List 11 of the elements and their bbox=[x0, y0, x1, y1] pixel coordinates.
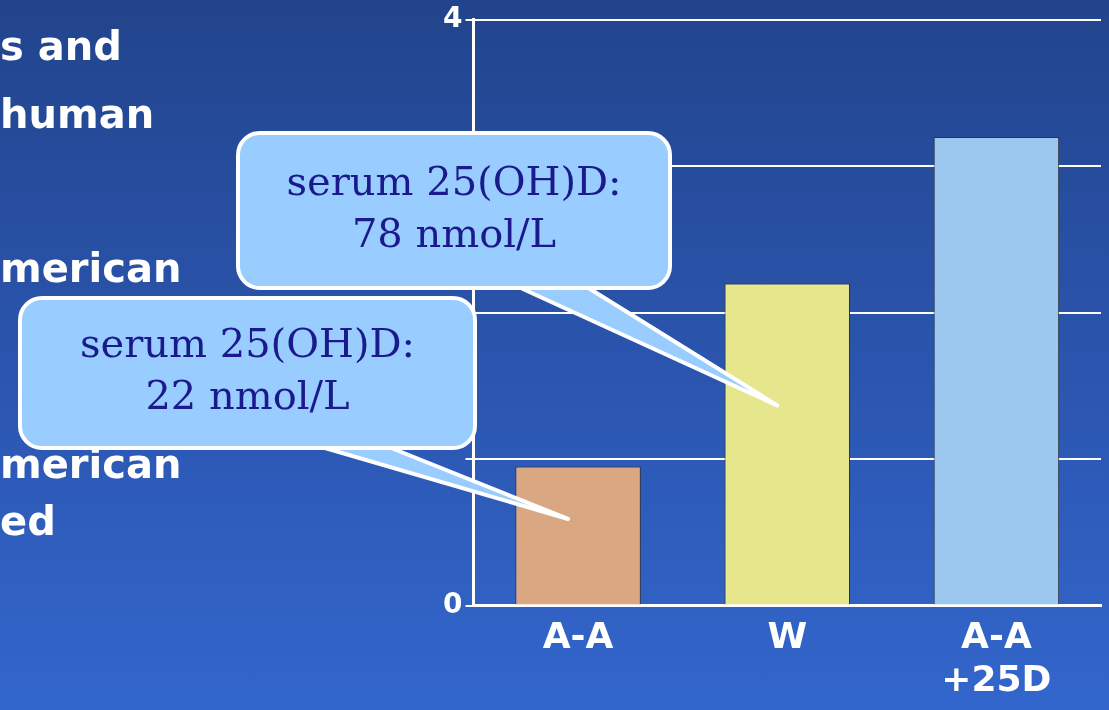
x-tick-label: A-A bbox=[542, 614, 614, 656]
text: merican bbox=[0, 441, 182, 487]
text: human bbox=[0, 91, 155, 137]
y-tick-label: 4 bbox=[443, 1, 463, 35]
text: merican bbox=[0, 245, 182, 291]
text: ed bbox=[0, 498, 56, 544]
x-tick-label: A-A +25D bbox=[941, 614, 1052, 699]
x-tick-label: W bbox=[767, 614, 808, 656]
text: s and bbox=[0, 23, 122, 69]
annotation: serum 25(OH)D: 78 nmol/L bbox=[286, 157, 622, 256]
y-tick-label: 0 bbox=[443, 586, 463, 620]
